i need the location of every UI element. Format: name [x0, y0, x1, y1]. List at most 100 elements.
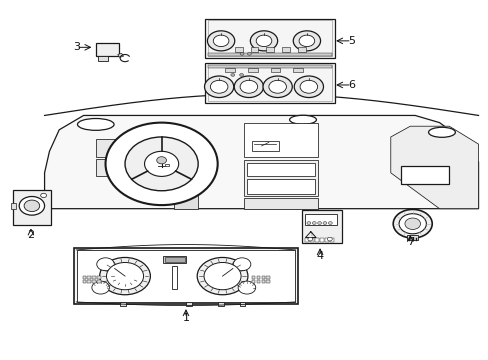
Circle shape	[328, 222, 331, 225]
Circle shape	[238, 281, 255, 294]
Bar	[261, 280, 264, 283]
Bar	[207, 53, 331, 56]
Bar	[207, 21, 331, 56]
Circle shape	[239, 73, 243, 76]
Bar	[98, 55, 108, 61]
Circle shape	[300, 80, 317, 93]
Bar	[293, 68, 303, 72]
Bar	[205, 19, 334, 58]
Bar	[172, 266, 177, 289]
Circle shape	[106, 262, 143, 290]
Circle shape	[105, 123, 217, 205]
Bar	[77, 250, 295, 302]
Bar	[11, 203, 16, 209]
Ellipse shape	[77, 118, 114, 130]
Circle shape	[299, 35, 314, 46]
Bar	[96, 42, 119, 56]
Circle shape	[19, 197, 44, 215]
Circle shape	[307, 237, 312, 241]
Circle shape	[263, 76, 292, 98]
Bar	[256, 276, 260, 279]
Bar	[163, 256, 186, 263]
Bar	[92, 276, 96, 279]
Bar	[97, 276, 101, 279]
Bar	[266, 47, 274, 51]
Circle shape	[157, 157, 166, 164]
Circle shape	[41, 193, 46, 198]
Circle shape	[392, 210, 431, 238]
Bar	[251, 140, 278, 151]
Circle shape	[268, 80, 286, 93]
Circle shape	[210, 80, 227, 93]
Bar	[247, 68, 257, 72]
Bar	[164, 163, 169, 166]
Ellipse shape	[289, 115, 316, 124]
Bar	[250, 47, 258, 51]
Circle shape	[197, 257, 247, 295]
Circle shape	[240, 52, 244, 55]
Bar	[320, 238, 324, 242]
Circle shape	[100, 257, 150, 295]
Bar	[96, 139, 122, 157]
Text: 3: 3	[73, 42, 80, 52]
Bar	[407, 235, 417, 239]
Circle shape	[234, 76, 263, 98]
Polygon shape	[390, 126, 478, 209]
Bar	[329, 238, 333, 242]
Circle shape	[323, 222, 326, 225]
Text: 2: 2	[27, 230, 35, 239]
Bar	[97, 280, 101, 283]
Circle shape	[144, 151, 178, 176]
Circle shape	[306, 222, 310, 225]
Circle shape	[256, 35, 271, 46]
Bar	[325, 238, 328, 242]
Text: 4: 4	[316, 251, 323, 261]
Circle shape	[230, 73, 234, 76]
Bar	[246, 163, 315, 176]
Bar	[87, 280, 91, 283]
Bar	[120, 302, 126, 306]
Bar	[315, 238, 319, 242]
Bar	[13, 190, 51, 225]
Text: 5: 5	[347, 36, 355, 46]
Bar	[234, 47, 242, 51]
Circle shape	[317, 222, 321, 225]
Bar	[305, 214, 336, 225]
Circle shape	[293, 31, 320, 51]
Bar	[310, 238, 314, 242]
Bar	[270, 68, 280, 72]
Bar	[207, 64, 331, 101]
Polygon shape	[173, 144, 198, 209]
Circle shape	[404, 218, 420, 229]
Bar	[185, 302, 191, 306]
Circle shape	[247, 52, 251, 55]
Circle shape	[250, 31, 277, 51]
Bar	[244, 198, 317, 209]
Circle shape	[203, 262, 241, 290]
Ellipse shape	[427, 127, 454, 137]
Circle shape	[233, 258, 250, 271]
Bar	[301, 211, 341, 243]
Polygon shape	[118, 53, 123, 57]
Circle shape	[294, 76, 323, 98]
Bar	[282, 47, 289, 51]
Bar	[266, 276, 269, 279]
Bar	[266, 280, 269, 283]
Text: 1: 1	[182, 313, 189, 323]
Circle shape	[213, 35, 228, 46]
Polygon shape	[44, 116, 478, 209]
Bar	[251, 280, 255, 283]
Circle shape	[125, 137, 198, 191]
Circle shape	[207, 31, 234, 51]
Bar	[96, 159, 122, 176]
Bar	[305, 238, 309, 242]
Circle shape	[92, 281, 109, 294]
Bar	[246, 179, 315, 194]
Circle shape	[327, 237, 331, 241]
Circle shape	[97, 258, 114, 271]
Bar	[256, 280, 260, 283]
Bar	[205, 63, 334, 103]
Circle shape	[398, 214, 426, 234]
Bar	[298, 47, 305, 51]
Text: 6: 6	[347, 80, 355, 90]
